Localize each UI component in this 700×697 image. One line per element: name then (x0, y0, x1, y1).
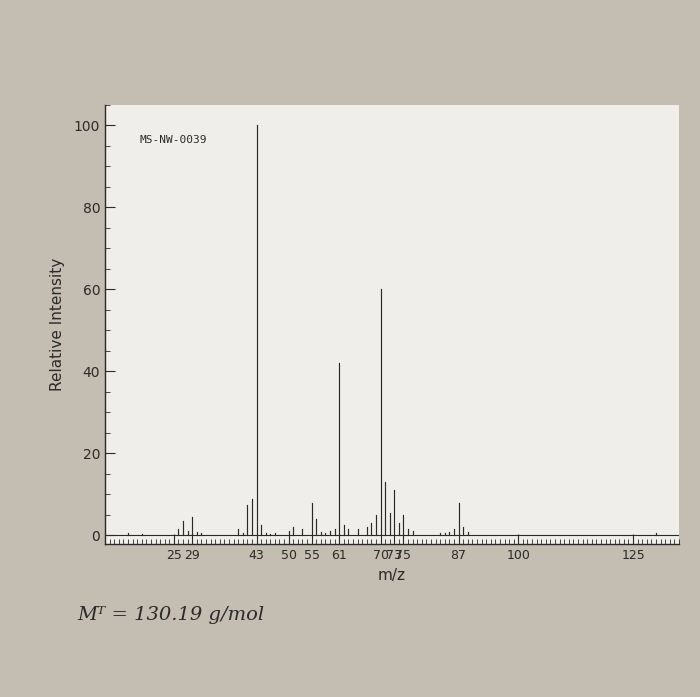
Y-axis label: Relative Intensity: Relative Intensity (50, 257, 65, 391)
X-axis label: m/z: m/z (378, 569, 406, 583)
Text: MS-NW-0039: MS-NW-0039 (139, 135, 207, 145)
Text: Mᵀ = 130.19 g/mol: Mᵀ = 130.19 g/mol (77, 606, 264, 625)
